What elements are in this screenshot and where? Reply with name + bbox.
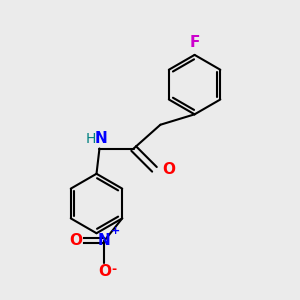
Text: N: N (98, 233, 111, 248)
Text: -: - (111, 263, 116, 276)
Text: O: O (162, 162, 175, 177)
Text: N: N (94, 131, 107, 146)
Text: H: H (85, 132, 96, 146)
Text: F: F (189, 35, 200, 50)
Text: +: + (111, 226, 120, 236)
Text: O: O (70, 233, 83, 248)
Text: O: O (98, 264, 111, 279)
